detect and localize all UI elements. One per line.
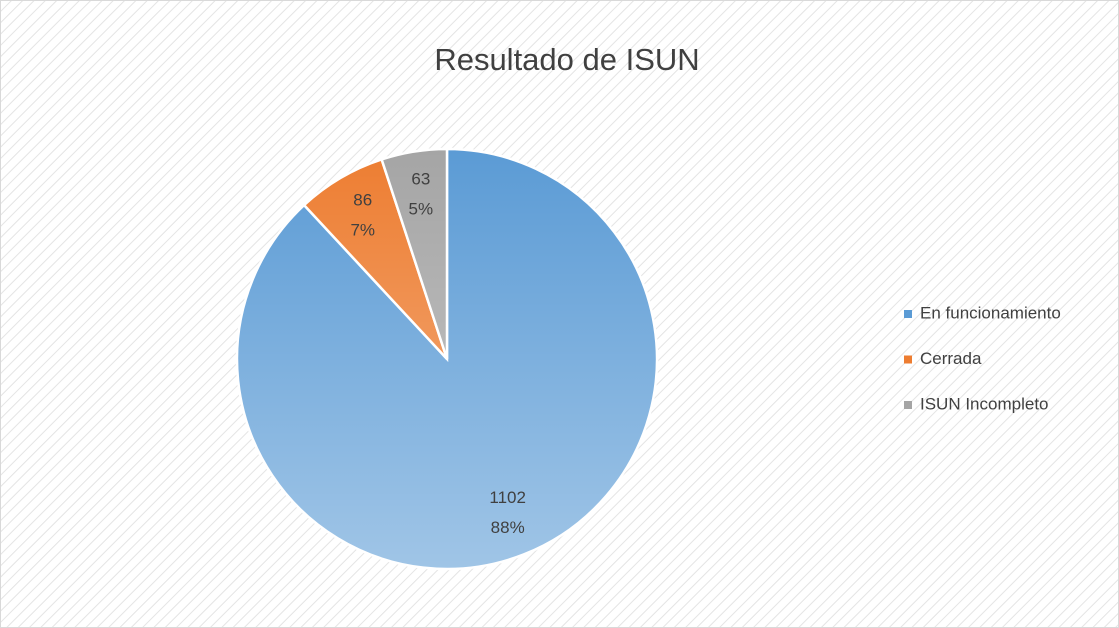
data-label: 86	[353, 190, 372, 209]
percent-label: 7%	[350, 220, 375, 239]
slice-shade	[381, 149, 447, 359]
legend-label: ISUN Incompleto	[920, 394, 1049, 413]
legend-label: Cerrada	[920, 349, 982, 368]
percent-label: 88%	[491, 518, 525, 537]
legend-marker	[904, 310, 912, 318]
slice-shade	[304, 159, 447, 359]
legend-marker	[904, 355, 912, 364]
legend-label: En funcionamiento	[920, 303, 1061, 322]
percent-label: 5%	[409, 200, 434, 219]
data-label: 1102	[489, 488, 526, 507]
chart-title: Resultado de ISUN	[434, 42, 699, 77]
data-label: 63	[411, 170, 430, 189]
legend-marker	[904, 401, 912, 409]
